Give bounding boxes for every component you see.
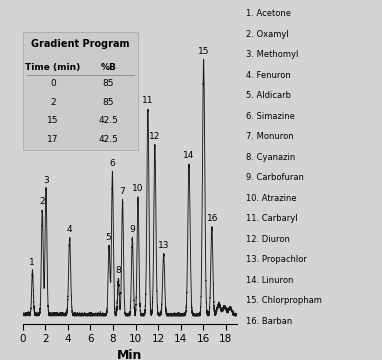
Text: 2. Oxamyl: 2. Oxamyl [246, 30, 289, 39]
Text: 6. Simazine: 6. Simazine [246, 112, 295, 121]
Text: 85: 85 [103, 98, 114, 107]
Text: 14. Linuron: 14. Linuron [246, 276, 294, 285]
Text: 2: 2 [50, 98, 56, 107]
Text: 3. Methomyl: 3. Methomyl [246, 50, 299, 59]
Text: 10: 10 [132, 184, 144, 193]
Text: 6: 6 [110, 159, 115, 168]
X-axis label: Min: Min [117, 348, 142, 360]
Text: 4: 4 [67, 225, 73, 234]
Text: 9: 9 [129, 225, 135, 234]
Text: 13: 13 [158, 241, 169, 250]
Text: Time (min): Time (min) [25, 63, 81, 72]
Text: 15. Chlorpropham: 15. Chlorpropham [246, 296, 322, 305]
Text: 4. Fenuron: 4. Fenuron [246, 71, 291, 80]
Text: 17: 17 [47, 135, 58, 144]
Text: 16: 16 [207, 214, 219, 223]
Text: %B: %B [100, 63, 117, 72]
Text: 3: 3 [44, 176, 49, 185]
Text: 14: 14 [183, 151, 195, 160]
Text: 42.5: 42.5 [99, 135, 118, 144]
Text: 5. Aldicarb: 5. Aldicarb [246, 91, 291, 100]
Text: 8: 8 [115, 266, 121, 275]
Text: 0: 0 [50, 79, 56, 88]
Text: 1: 1 [29, 258, 35, 267]
Text: 7. Monuron: 7. Monuron [246, 132, 294, 141]
Text: 10. Atrazine: 10. Atrazine [246, 194, 297, 203]
Text: 42.5: 42.5 [99, 116, 118, 125]
Text: Gradient Program: Gradient Program [31, 39, 130, 49]
Text: 8. Cyanazin: 8. Cyanazin [246, 153, 296, 162]
Text: 5: 5 [105, 233, 111, 242]
Text: 7: 7 [120, 186, 125, 195]
Text: 11. Carbaryl: 11. Carbaryl [246, 214, 298, 223]
Text: 12: 12 [149, 132, 160, 141]
Text: 16. Barban: 16. Barban [246, 317, 293, 326]
Text: 2: 2 [39, 198, 45, 207]
Text: 11: 11 [142, 96, 154, 105]
FancyBboxPatch shape [23, 32, 138, 150]
Text: 85: 85 [103, 79, 114, 88]
Text: 1. Acetone: 1. Acetone [246, 9, 291, 18]
Text: 12. Diuron: 12. Diuron [246, 235, 290, 244]
Text: 13. Propachlor: 13. Propachlor [246, 255, 307, 264]
Text: 9. Carbofuran: 9. Carbofuran [246, 173, 304, 182]
Text: 15: 15 [47, 116, 58, 125]
Text: 15: 15 [198, 47, 209, 56]
